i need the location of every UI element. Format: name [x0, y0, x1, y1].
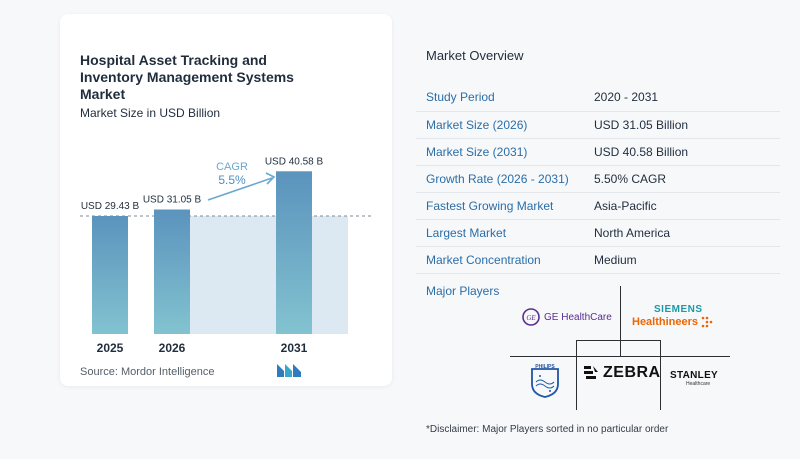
cagr-label: CAGR — [216, 161, 248, 173]
bar-2025 — [92, 216, 128, 334]
chart-title: Hospital Asset Tracking and Inventory Ma… — [80, 52, 294, 102]
cagr-arrow-head — [265, 172, 276, 185]
category-label: 2026 — [159, 341, 186, 355]
zebra-name: ZEBRA — [603, 364, 661, 381]
overview-key: Market Size (2031) — [416, 138, 594, 166]
overview-row: Largest Market North America — [416, 219, 780, 247]
overview-row: Study Period 2020 - 2031 — [416, 84, 780, 112]
market-overview-title: Market Overview — [426, 48, 524, 63]
overview-value: Medium — [594, 246, 780, 274]
overview-value: 2020 - 2031 — [594, 84, 780, 112]
philips-shield-icon: PHILIPS — [531, 364, 559, 398]
overview-key: Growth Rate (2026 - 2031) — [416, 165, 594, 193]
category-label: 2025 — [97, 341, 124, 355]
healthineers-name: Healthineers — [632, 316, 699, 328]
ge-healthcare-name: GE HealthCare — [544, 311, 612, 323]
philips-name: PHILIPS — [535, 364, 555, 370]
overview-key: Market Concentration — [416, 246, 594, 274]
overview-row: Market Size (2026) USD 31.05 Billion — [416, 111, 780, 139]
source-text: Source: Mordor Intelligence — [80, 366, 215, 378]
siemens-name: SIEMENS — [654, 304, 703, 315]
category-label: 2031 — [281, 341, 308, 355]
bar-data-label: USD 29.43 B — [81, 201, 140, 212]
mordor-logo-icon — [277, 364, 301, 377]
overview-row: Market Concentration Medium — [416, 246, 780, 274]
overview-value: Asia-Pacific — [594, 192, 780, 220]
overview-key: Study Period — [416, 84, 594, 112]
overview-value: 5.50% CAGR — [594, 165, 780, 193]
disclaimer-text: *Disclaimer: Major Players sorted in no … — [426, 424, 669, 435]
siemens-healthineers-logo: SIEMENS Healthineers — [632, 304, 714, 329]
stanley-healthcare-name: Healthcare — [686, 381, 711, 387]
zebra-head-icon — [584, 366, 598, 379]
major-players-title: Major Players — [426, 284, 500, 298]
stanley-healthcare-logo: STANLEY Healthcare — [670, 370, 718, 387]
overview-value: USD 40.58 Billion — [594, 138, 780, 166]
overview-value: North America — [594, 219, 780, 247]
healthineers-dots-icon — [701, 316, 713, 328]
philips-logo: PHILIPS — [530, 364, 560, 398]
ge-healthcare-logo: GE GE HealthCare — [522, 308, 612, 326]
ge-monogram-icon: GE — [522, 308, 540, 326]
overview-key: Fastest Growing Market — [416, 192, 594, 220]
overview-value: USD 31.05 Billion — [594, 111, 780, 139]
cagr-arrow — [207, 177, 273, 201]
overview-key: Largest Market — [416, 219, 594, 247]
svg-text:GE: GE — [526, 314, 536, 322]
overview-row: Market Size (2031) USD 40.58 Billion — [416, 138, 780, 166]
market-overview-table: Study Period 2020 - 2031 Market Size (2026… — [416, 84, 780, 274]
bar-2026 — [154, 209, 190, 334]
overview-row: Growth Rate (2026 - 2031) 5.50% CAGR — [416, 165, 780, 193]
growth-band — [190, 216, 348, 334]
chart-subtitle: Market Size in USD Billion — [80, 106, 221, 120]
major-players-logos: GE GE HealthCare SIEMENS Healthineers PH… — [510, 286, 750, 410]
stanley-name: STANLEY — [670, 370, 719, 381]
overview-row: Fastest Growing Market Asia-Pacific — [416, 192, 780, 220]
cagr-value: 5.5% — [218, 173, 246, 187]
bar-2031 — [276, 171, 312, 334]
zebra-logo: ZEBRA — [582, 364, 661, 382]
overview-key: Market Size (2026) — [416, 111, 594, 139]
bar-data-label: USD 31.05 B — [143, 195, 202, 206]
bar-data-label: USD 40.58 B — [265, 156, 324, 167]
